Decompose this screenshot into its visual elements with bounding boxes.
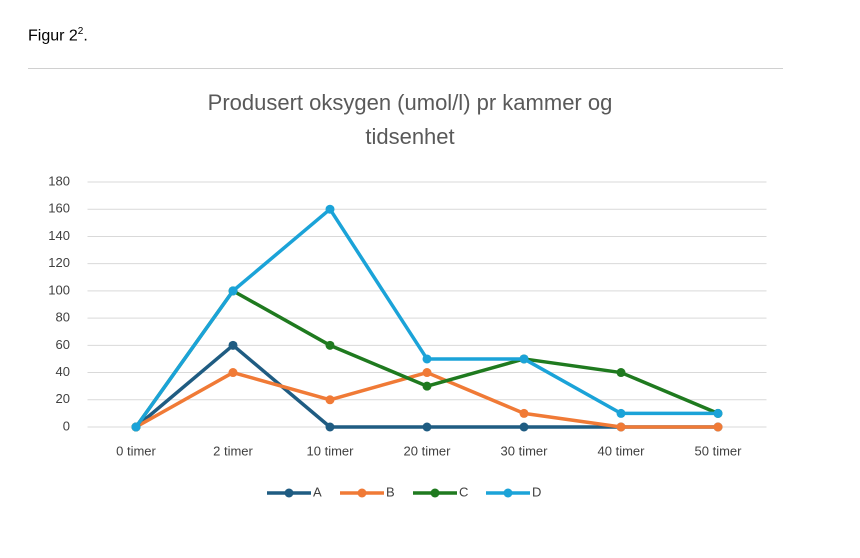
legend-label: B	[386, 484, 395, 499]
data-point	[228, 368, 238, 378]
data-point	[713, 408, 723, 418]
data-point	[325, 422, 335, 432]
x-tick-label: 2 timer	[213, 443, 253, 458]
data-point	[325, 340, 335, 350]
data-point	[422, 381, 432, 391]
legend-label: A	[313, 484, 322, 499]
legend-marker	[430, 488, 440, 498]
x-tick-label: 10 timer	[307, 443, 355, 458]
legend-marker	[284, 488, 294, 498]
y-tick-label: 140	[48, 228, 70, 243]
caption-sup: 2	[77, 26, 84, 37]
legend-marker	[357, 488, 367, 498]
data-point	[616, 408, 626, 418]
data-point	[131, 422, 141, 432]
data-point	[325, 395, 335, 405]
chart-title: Produsert oksygen (umol/l) pr kammer og …	[207, 90, 613, 149]
data-point	[228, 340, 238, 350]
data-point	[422, 354, 432, 364]
x-tick-label: 50 timer	[695, 443, 743, 458]
x-tick-label: 30 timer	[501, 443, 549, 458]
y-tick-label: 40	[56, 364, 70, 379]
separator	[28, 68, 783, 69]
caption-end: .	[83, 27, 88, 45]
data-point	[616, 368, 626, 378]
data-point	[519, 354, 529, 364]
y-tick-label: 0	[63, 418, 70, 433]
legend-label: C	[459, 484, 468, 499]
data-point	[228, 286, 238, 296]
data-point	[422, 422, 432, 432]
caption-text: Figur 2	[28, 27, 78, 45]
figure-caption: Figur 22.	[28, 26, 88, 45]
x-tick-label: 40 timer	[598, 443, 646, 458]
legend-label: D	[532, 484, 541, 499]
y-tick-label: 120	[48, 255, 70, 270]
y-tick-label: 160	[48, 201, 70, 216]
y-tick-label: 60	[56, 337, 70, 352]
y-tick-label: 100	[48, 282, 70, 297]
x-tick-label: 20 timer	[404, 443, 452, 458]
y-tick-label: 180	[48, 173, 70, 188]
data-point	[519, 422, 529, 432]
y-tick-label: 80	[56, 310, 70, 325]
x-tick-label: 0 timer	[116, 443, 156, 458]
legend-marker	[503, 488, 513, 498]
data-point	[422, 368, 432, 378]
data-point	[616, 422, 626, 432]
data-point	[713, 422, 723, 432]
y-tick-label: 20	[56, 391, 70, 406]
data-point	[519, 408, 529, 418]
data-point	[325, 204, 335, 214]
